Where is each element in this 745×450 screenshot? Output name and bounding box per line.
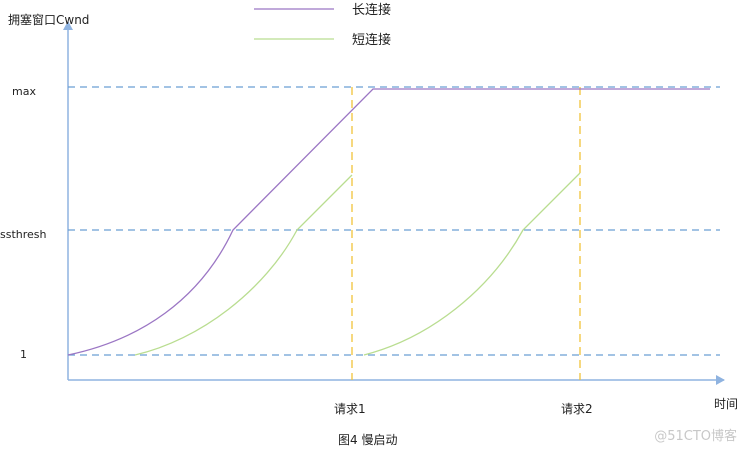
legend-short-label: 短连接 <box>352 32 391 48</box>
request1-label: 请求1 <box>334 402 366 416</box>
max-label: max <box>12 85 36 98</box>
short-connection-curve-2 <box>363 172 581 356</box>
x-axis-title: 时间 <box>714 397 738 411</box>
legend-long-label: 长连接 <box>352 2 391 18</box>
request2-label: 请求2 <box>561 402 593 416</box>
long-connection-curve <box>67 88 710 356</box>
one-label: 1 <box>20 348 27 361</box>
ssthresh-label: ssthresh <box>0 228 47 241</box>
y-axis-title: 拥塞窗口Cwnd <box>8 12 89 27</box>
short-connection-curve-1 <box>134 174 353 356</box>
watermark: @51CTO博客 <box>654 429 737 444</box>
figure-caption: 图4 慢启动 <box>338 433 397 447</box>
